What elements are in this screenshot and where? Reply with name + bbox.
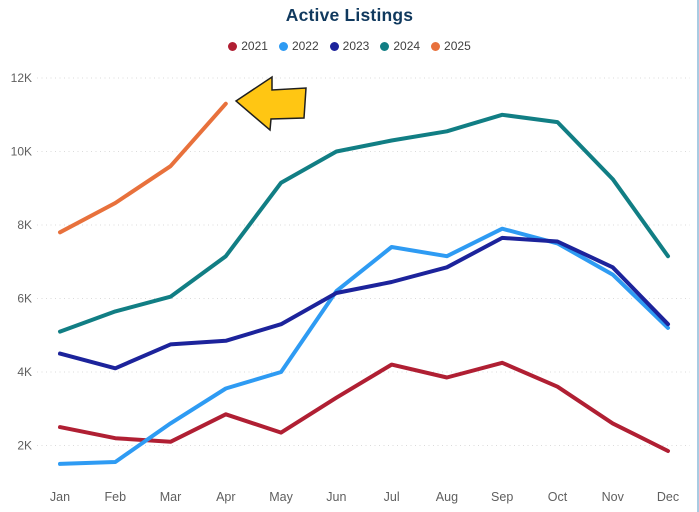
y-axis-tick-label: 4K (17, 365, 32, 379)
y-axis-tick-label: 2K (17, 439, 32, 453)
legend-dot-icon (380, 41, 390, 51)
legend-item-2022[interactable]: 2022 (278, 39, 319, 53)
y-axis-tick-label: 12K (11, 71, 32, 85)
series-line-2025[interactable] (58, 101, 228, 235)
legend-label: 2024 (393, 39, 421, 53)
chart-legend: 2021 2022 2023 2024 2025 (0, 39, 699, 53)
y-axis-tick-label: 10K (11, 145, 32, 159)
legend-item-2025[interactable]: 2025 (431, 39, 471, 53)
x-axis-tick-label: Apr (216, 490, 235, 504)
legend-dot-icon (329, 41, 339, 51)
series-line-2024[interactable] (58, 112, 670, 334)
x-axis-tick-label: Mar (160, 490, 182, 504)
legend-dot-icon (431, 41, 441, 51)
x-axis-tick-label: Jul (384, 490, 400, 504)
series-line-2023[interactable] (58, 235, 670, 371)
x-axis-tick-label: Dec (657, 490, 679, 504)
x-axis-tick-label: Feb (104, 490, 126, 504)
series-line-2022[interactable] (58, 226, 670, 466)
y-axis-tick-label: 8K (17, 218, 32, 232)
legend-dot-icon (228, 41, 238, 51)
window-right-edge (697, 0, 699, 512)
legend-dot-icon (278, 41, 288, 51)
legend-label: 2025 (444, 39, 471, 53)
x-axis-tick-label: Aug (436, 490, 458, 504)
legend-label: 2021 (241, 39, 268, 53)
x-axis-tick-label: Sep (491, 490, 513, 504)
y-axis-tick-label: 6K (17, 292, 32, 306)
x-axis-tick-label: Oct (548, 490, 568, 504)
legend-item-2023[interactable]: 2023 (329, 39, 370, 53)
legend-label: 2022 (291, 39, 319, 53)
x-axis-tick-label: Nov (602, 490, 625, 504)
x-axis-tick-label: Jun (326, 490, 346, 504)
legend-item-2021[interactable]: 2021 (228, 39, 268, 53)
chart-title: Active Listings (285, 5, 414, 25)
legend-label: 2023 (342, 39, 370, 53)
x-axis-tick-label: Jan (50, 490, 70, 504)
x-axis-tick-label: May (269, 490, 293, 504)
series-line-2021[interactable] (58, 360, 670, 453)
legend-item-2024[interactable]: 2024 (380, 39, 420, 53)
